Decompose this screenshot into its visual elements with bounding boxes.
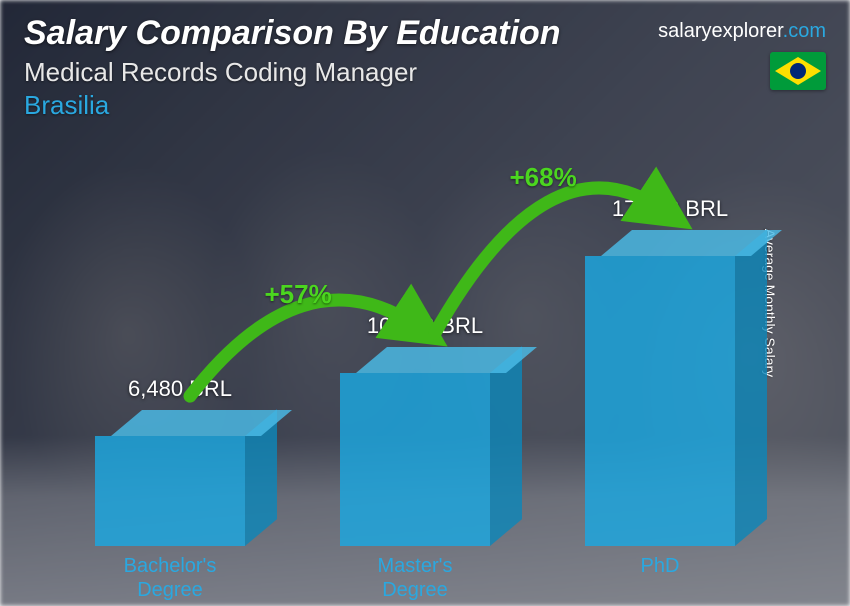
bar-label-2: PhD [560,554,760,578]
chart-area: 6,480 BRLBachelor's Degree10,200 BRLMast… [40,150,780,546]
brand-domain: .com [783,20,826,42]
arc-1 [40,150,780,550]
brand-logo: salaryexplorer.com [658,20,826,43]
bar-label-0: Bachelor's Degree [70,554,270,602]
arc-label-1: +68% [510,162,577,193]
chart-container: Salary Comparison By Education Medical R… [0,0,850,606]
chart-location: Brasilia [24,90,826,121]
brand-name: salaryexplorer [658,20,783,42]
flag-icon [770,52,826,90]
bar-label-1: Master's Degree [315,554,515,602]
chart-subtitle: Medical Records Coding Manager [24,57,826,88]
